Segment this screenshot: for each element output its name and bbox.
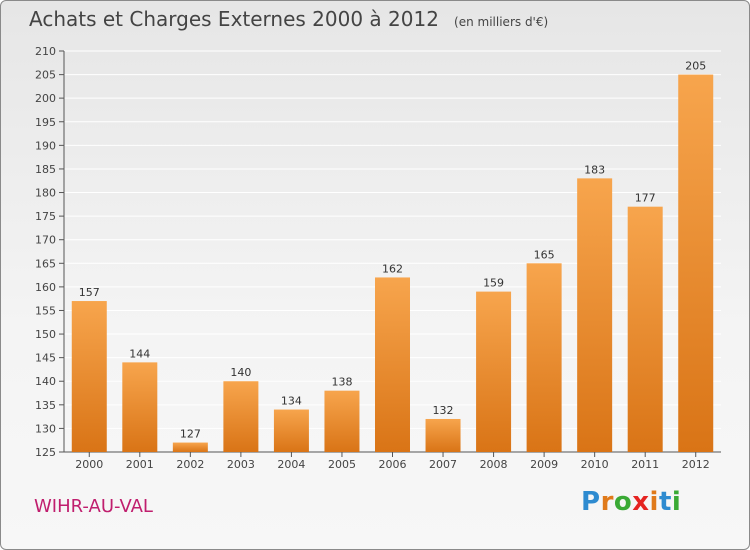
y-tick-label: 150 (35, 328, 56, 341)
y-tick-label: 190 (35, 139, 56, 152)
commune-name: WIHR-AU-VAL (34, 496, 153, 517)
bar-value-label: 162 (382, 262, 403, 275)
y-tick-label: 140 (35, 375, 56, 388)
bar-value-label: 138 (331, 376, 352, 389)
bar (375, 277, 410, 452)
bar-value-label: 177 (635, 192, 656, 205)
logo-letter: o (613, 487, 633, 517)
x-tick-label: 2007 (429, 458, 457, 471)
chart-title-block: Achats et Charges Externes 2000 à 2012 (… (29, 7, 548, 31)
bar (172, 442, 208, 452)
bar-value-label: 159 (483, 277, 504, 290)
y-tick-label: 205 (35, 69, 56, 82)
y-tick-label: 130 (35, 422, 56, 435)
logo-letter: r (600, 487, 614, 517)
bar (627, 206, 663, 452)
y-tick-label: 155 (35, 304, 56, 317)
y-tick-label: 170 (35, 234, 56, 247)
bar-value-label: 205 (685, 60, 706, 73)
y-tick-label: 175 (35, 210, 56, 223)
x-tick-label: 2001 (126, 458, 154, 471)
proxiti-logo: Proxiti (581, 487, 681, 517)
x-tick-label: 2006 (379, 458, 407, 471)
bar-value-label: 127 (180, 428, 201, 441)
bar (425, 418, 461, 452)
y-tick-label: 165 (35, 257, 56, 270)
x-tick-label: 2000 (75, 458, 103, 471)
logo-letter: t (658, 487, 672, 517)
chart-title: Achats et Charges Externes 2000 à 2012 (29, 7, 439, 31)
bar-value-label: 165 (534, 248, 555, 261)
x-tick-label: 2011 (631, 458, 659, 471)
y-tick-label: 200 (35, 92, 56, 105)
x-tick-label: 2010 (581, 458, 609, 471)
y-tick-label: 125 (35, 446, 56, 459)
bar (526, 263, 562, 452)
bar (273, 409, 309, 452)
x-tick-label: 2008 (480, 458, 508, 471)
y-tick-label: 185 (35, 163, 56, 176)
x-tick-label: 2012 (682, 458, 710, 471)
logo-letter: i (671, 487, 682, 517)
bar (324, 390, 360, 452)
bar-value-label: 134 (281, 395, 302, 408)
y-tick-label: 210 (35, 45, 56, 58)
bar (71, 301, 107, 452)
bar-value-label: 183 (584, 163, 605, 176)
bar (476, 291, 512, 452)
y-tick-label: 195 (35, 116, 56, 129)
chart-unit: (en milliers d'€) (454, 15, 549, 29)
y-tick-label: 180 (35, 187, 56, 200)
bar (223, 381, 259, 452)
logo-letter: i (649, 487, 659, 517)
x-tick-label: 2003 (227, 458, 255, 471)
x-tick-label: 2009 (530, 458, 558, 471)
bar-value-label: 157 (79, 286, 100, 299)
bar (122, 362, 158, 452)
bar-value-label: 140 (230, 366, 251, 379)
bar-value-label: 132 (433, 404, 454, 417)
x-tick-label: 2004 (277, 458, 305, 471)
y-tick-label: 145 (35, 352, 56, 365)
y-tick-label: 135 (35, 399, 56, 412)
logo-letter: P (581, 487, 601, 517)
bar (577, 178, 613, 452)
x-tick-label: 2002 (176, 458, 204, 471)
bar-value-label: 144 (129, 347, 150, 360)
logo-letter: x (632, 487, 650, 517)
bar (678, 74, 714, 453)
x-tick-label: 2005 (328, 458, 356, 471)
y-tick-label: 160 (35, 281, 56, 294)
